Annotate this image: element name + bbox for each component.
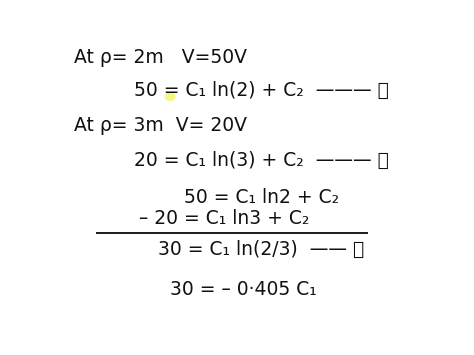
Text: 50 = C₁ ln(2) + C₂  ——— ⓘ: 50 = C₁ ln(2) + C₂ ——— ⓘ [134,81,389,100]
Text: At ρ= 2m   V=50V: At ρ= 2m V=50V [74,48,247,67]
Text: 50 = C₁ ln2 + C₂: 50 = C₁ ln2 + C₂ [184,187,339,207]
Circle shape [165,93,175,100]
Text: 30 = C₁ ln(2/3)  —— ⓚ: 30 = C₁ ln(2/3) —— ⓚ [158,240,365,258]
Text: At ρ= 3m  V= 20V: At ρ= 3m V= 20V [74,116,247,136]
Text: 20 = C₁ ln(3) + C₂  ——— ⓙ: 20 = C₁ ln(3) + C₂ ——— ⓙ [134,151,389,170]
Text: – 20 = C₁ ln3 + C₂: – 20 = C₁ ln3 + C₂ [139,209,310,228]
Text: 30 = – 0·405 C₁: 30 = – 0·405 C₁ [170,280,316,300]
